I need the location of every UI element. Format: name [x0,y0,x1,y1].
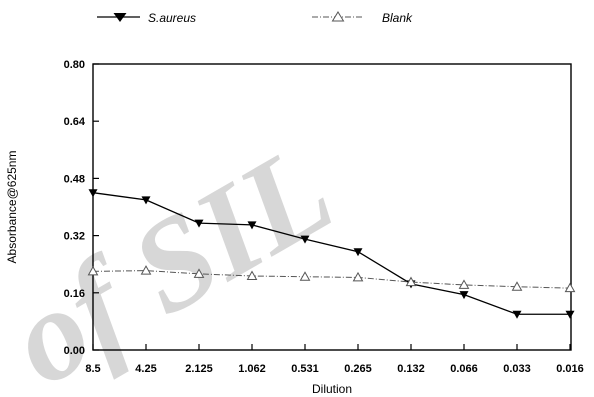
y-axis-label: Absorbance@625nm [5,151,19,264]
x-tick-label: 0.265 [344,363,372,375]
watermark: of SIL [0,117,355,397]
series-layer [87,189,576,319]
y-tick-label: 0.32 [64,231,85,243]
x-tick-label: 0.066 [450,363,478,375]
data-point-blank [511,281,523,291]
x-tick-label: 1.062 [238,363,266,375]
y-tick-label: 0.00 [64,345,85,357]
data-point-s-aureus [565,310,575,319]
data-point-blank [299,271,311,281]
data-point-s-aureus [247,221,257,230]
data-point-s-aureus [300,235,310,244]
data-point-blank [193,268,205,278]
data-point-blank [87,265,99,276]
plot-frame [92,63,572,351]
data-point-blank [140,265,152,275]
x-tick-label: 2.125 [185,363,213,375]
data-point-s-aureus [459,291,469,300]
y-tick-label: 0.80 [64,59,85,71]
data-point-s-aureus [194,219,204,228]
x-tick-label: 4.25 [135,363,156,375]
data-point-s-aureus [353,248,363,257]
x-tick-label: 0.132 [397,363,425,375]
x-tick-label: 8.5 [85,363,100,375]
x-tick-label: 0.531 [291,363,319,375]
y-tick-label: 0.64 [64,116,86,128]
data-point-s-aureus [88,189,98,198]
legend-blank-label: Blank [382,11,413,25]
legend-blank-marker [331,11,345,22]
series-line-s-aureus [92,192,570,315]
y-axis: 0.00 0.16 0.32 0.48 0.64 0.80 [64,59,99,357]
series-line-blank [92,270,571,289]
data-point-blank [564,282,576,293]
legend: S.aureus Blank [97,11,413,25]
data-point-blank [458,279,470,289]
y-tick-label: 0.48 [64,173,85,185]
data-point-s-aureus [512,310,522,319]
x-axis-label: Dilution [312,382,352,396]
data-point-blank [246,270,258,280]
watermark-text: of SIL [0,117,355,397]
x-tick-label: 0.016 [556,363,584,375]
data-point-blank [405,276,417,287]
data-point-s-aureus [141,196,151,205]
legend-saureus-label: S.aureus [148,11,196,25]
data-point-blank [352,271,364,282]
x-axis: 8.5 4.25 2.125 1.062 0.531 0.265 0.132 0.066 0.0… [85,344,584,375]
y-tick-label: 0.16 [64,288,85,300]
x-tick-label: 0.033 [503,363,531,375]
legend-saureus-marker [113,13,127,22]
